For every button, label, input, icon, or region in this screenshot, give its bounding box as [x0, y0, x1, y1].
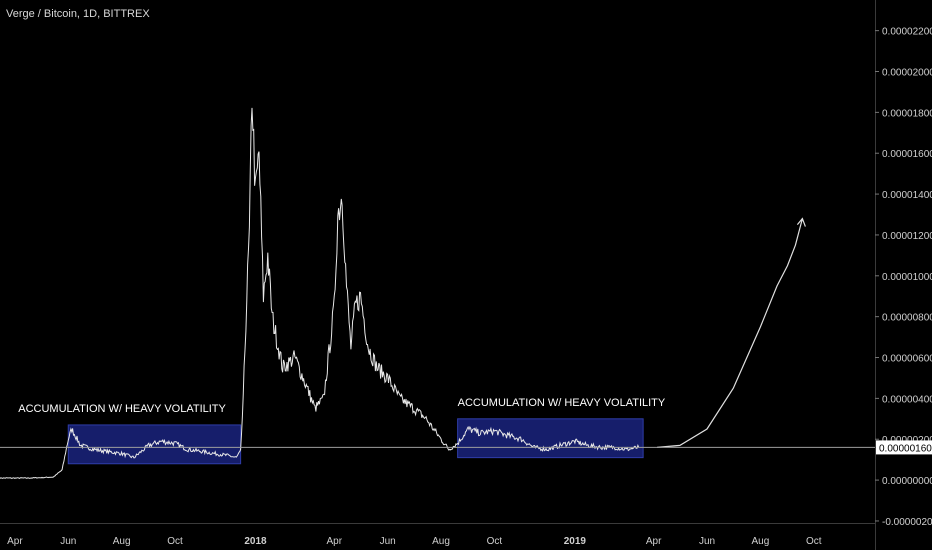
- x-tick-label: 2018: [244, 536, 267, 547]
- y-tick-label: 0.00000000: [882, 476, 932, 487]
- current-price-label: 0.00000160: [879, 443, 932, 454]
- x-tick-label: Oct: [806, 536, 822, 547]
- y-tick-label: 0.00001200: [882, 231, 932, 242]
- arrow-head-icon: [796, 217, 806, 227]
- y-tick-label: 0.00000600: [882, 354, 932, 365]
- price-line-1: [0, 107, 640, 479]
- current-price: 0.00000160: [0, 440, 932, 455]
- y-tick-label: 0.00001800: [882, 108, 932, 119]
- y-tick-label: 0.00002000: [882, 68, 932, 79]
- y-tick-label: 0.00001600: [882, 149, 932, 160]
- x-tick-label: Oct: [167, 536, 183, 547]
- x-tick-label: Apr: [646, 536, 662, 547]
- x-tick-label: Jun: [380, 536, 396, 547]
- x-tick-label: Oct: [487, 536, 503, 547]
- y-tick-label: 0.00001400: [882, 190, 932, 201]
- y-tick-label: -0.00000200: [882, 517, 932, 528]
- y-tick-label: 0.00000400: [882, 394, 932, 405]
- current-price-badge: [876, 440, 932, 455]
- y-tick-label: 0.00001000: [882, 272, 932, 283]
- accumulation-box-2: [457, 418, 644, 459]
- annotations: ACCUMULATION W/ HEAVY VOLATILITY ACCUMULA…: [18, 217, 806, 448]
- y-tick-label: 0.00002200: [882, 27, 932, 38]
- x-tick-label: Apr: [326, 536, 342, 547]
- x-tick-label: Jun: [60, 536, 76, 547]
- projection-arrow: [657, 218, 803, 448]
- price-series: [0, 107, 640, 479]
- annotation-label-2: ACCUMULATION W/ HEAVY VOLATILITY: [458, 397, 666, 409]
- x-tick-label: Aug: [113, 536, 131, 547]
- chart-title: Verge / Bitcoin, 1D, BITTREX: [6, 8, 150, 20]
- x-tick-label: Aug: [432, 536, 450, 547]
- accumulation-boxes: [67, 418, 644, 465]
- annotation-label-1: ACCUMULATION W/ HEAVY VOLATILITY: [18, 403, 226, 415]
- x-tick-label: Aug: [751, 536, 769, 547]
- x-tick-label: Jun: [699, 536, 715, 547]
- accumulation-box-1: [67, 424, 242, 465]
- x-axis[interactable]: Apr Jun Aug Oct 2018 Apr Jun Aug Oct 2019 Apr Jun Au…: [7, 536, 822, 547]
- x-tick-label: Apr: [7, 536, 23, 547]
- x-tick-label: 2019: [564, 536, 587, 547]
- y-tick-label: 0.00000800: [882, 313, 932, 324]
